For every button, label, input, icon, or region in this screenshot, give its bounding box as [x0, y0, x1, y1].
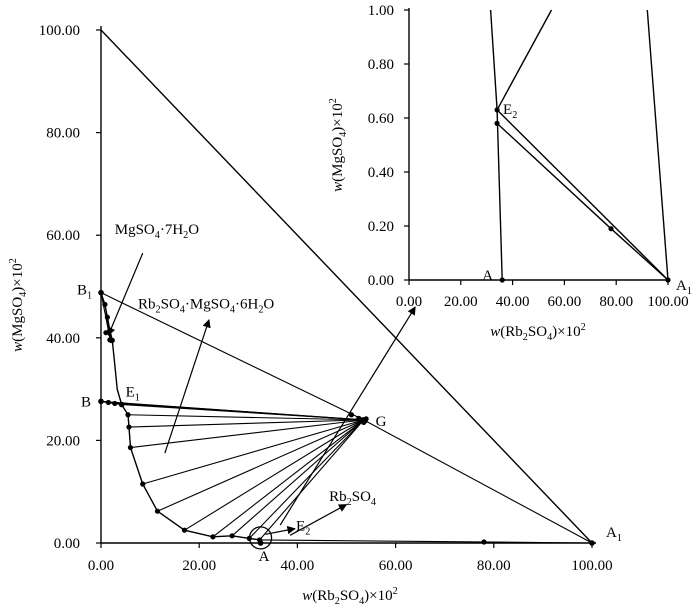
main-x-tick-label: 100.00 [571, 558, 612, 574]
tie-line [142, 419, 364, 485]
inset-point-label: A1 [676, 278, 692, 297]
inset-point-label: A [482, 268, 493, 284]
invariant-point [98, 398, 104, 405]
inset-line [489, 9, 503, 281]
main-x-tick-label: 80.00 [477, 558, 511, 574]
liquid-point [154, 508, 161, 514]
invariant-point-label: B [81, 394, 91, 410]
inset-x-tick-label: 20.00 [444, 294, 478, 310]
main-x-tick-label: 60.00 [379, 558, 413, 574]
solubility-curve-be1 [100, 400, 122, 406]
inset-x-axis-title: w(Rb2SO4)×102 [490, 322, 585, 343]
invariant-point [98, 289, 104, 296]
main-x-tick-label: 40.00 [281, 558, 315, 574]
solid-point [103, 330, 109, 336]
annotation-arrow [289, 503, 348, 536]
annotation-e2: E2 [296, 519, 310, 538]
inset-line [496, 109, 669, 281]
main-y-tick-label: 100.00 [39, 23, 80, 39]
tie-line [259, 539, 593, 544]
main-y-tick-label: 60.00 [46, 228, 80, 244]
inset-line [496, 9, 553, 111]
annotation-double-salt: Rb2SO4·MgSO4·6H2O [138, 296, 274, 315]
inset-point [665, 277, 671, 283]
main-y-tick-label: 20.00 [46, 433, 80, 449]
inset-point [494, 107, 500, 113]
main-y-tick-label: 80.00 [46, 126, 80, 142]
liquid-point [125, 412, 131, 418]
inset-y-tick-label: 0.80 [368, 57, 394, 73]
inset-point [608, 226, 614, 232]
main-x-axis-title: w(Rb2SO4)×102 [302, 586, 397, 607]
tie-line [184, 419, 364, 531]
liquid-point [104, 314, 110, 320]
solid-point [107, 337, 113, 343]
inset-point [494, 120, 500, 126]
main-y-tick-label: 0.00 [54, 536, 80, 552]
liquid-point [105, 399, 111, 406]
inset-y-tick-label: 0.20 [368, 219, 394, 235]
liquid-point [181, 527, 188, 533]
annotation-rb2so4: Rb2SO4 [329, 489, 376, 508]
inset-x-tick-label: 40.00 [496, 294, 530, 310]
liquid-point [481, 539, 487, 545]
invariant-point [589, 540, 595, 546]
tie-line [128, 419, 364, 428]
inset-y-tick-label: 0.00 [368, 273, 394, 289]
main-x-tick-label: 20.00 [182, 558, 216, 574]
inset-y-tick-label: 1.00 [368, 3, 394, 19]
solid-point [348, 412, 355, 418]
tie-line [114, 402, 364, 421]
inset-y-tick-label: 0.40 [368, 165, 394, 181]
main-y-tick-label: 40.00 [46, 331, 80, 347]
tie-line [157, 419, 364, 512]
tie-line [248, 419, 365, 539]
tie-line [363, 419, 593, 544]
invariant-point [360, 417, 367, 423]
annotation-mgso4-7h2o: MgSO4·7H2O [115, 222, 200, 241]
inset-line [646, 9, 669, 281]
tie-line [231, 419, 365, 537]
liquid-point [229, 533, 235, 539]
inset-line [496, 122, 669, 281]
liquid-point [112, 400, 118, 407]
zoom-arrow [279, 306, 416, 526]
inset-x-tick-label: 0.00 [396, 294, 422, 310]
tie-line [100, 292, 364, 421]
tie-line [130, 419, 364, 449]
inset-y-tick-label: 0.60 [368, 111, 394, 127]
invariant-point [257, 540, 264, 546]
invariant-point [118, 401, 125, 408]
tie-line [212, 419, 365, 538]
liquid-point [127, 444, 134, 451]
liquid-point [210, 534, 216, 540]
tie-line [259, 419, 365, 541]
annotation-arrow [107, 252, 144, 337]
main-x-tick-label: 0.00 [88, 558, 114, 574]
invariant-point-label: A [259, 549, 270, 565]
liquid-point [126, 424, 132, 430]
triangle-hypotenuse [100, 29, 593, 544]
main-y-axis-title: w(MgSO4)×102 [8, 258, 29, 352]
liquid-point [140, 481, 146, 487]
inset-point [499, 277, 505, 283]
inset-x-tick-label: 60.00 [548, 294, 582, 310]
invariant-point-label: B1 [77, 283, 92, 302]
tie-line [127, 414, 364, 421]
zoom-circle [248, 526, 273, 550]
annotation-arrow [265, 525, 296, 535]
liquid-point [102, 301, 108, 308]
invariant-point-label: G [376, 414, 387, 430]
invariant-point-label: E1 [126, 384, 140, 403]
inset-x-tick-label: 100.00 [647, 294, 688, 310]
annotation-arrow [164, 319, 211, 454]
inset-y-axis-title: w(MgSO4)×102 [328, 98, 349, 192]
inset-point-label: E2 [503, 102, 517, 121]
inset-x-tick-label: 80.00 [599, 294, 633, 310]
solubility-curve [100, 292, 262, 544]
invariant-point-label: A1 [606, 525, 622, 544]
